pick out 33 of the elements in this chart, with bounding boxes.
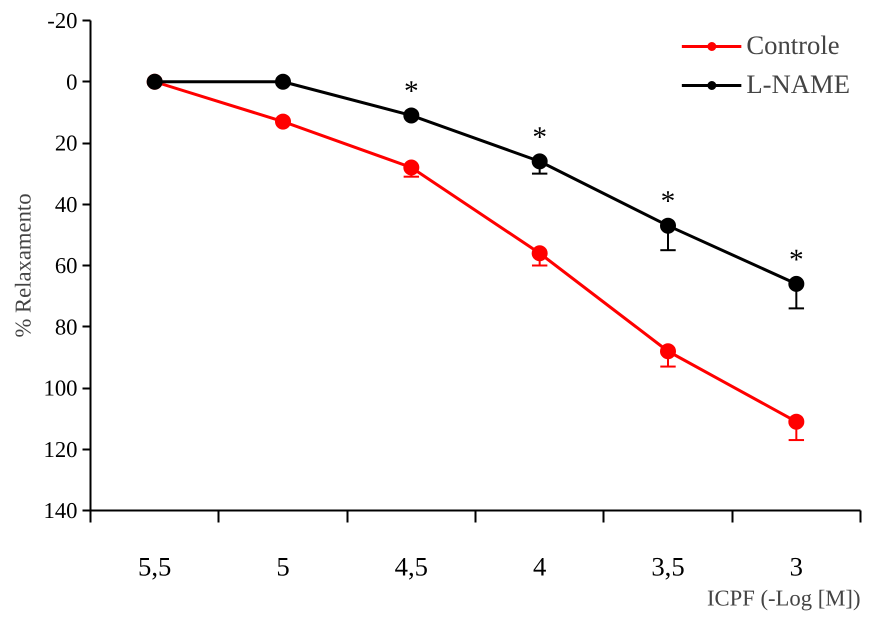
point: [403, 160, 420, 176]
y-tick-label: 60: [54, 253, 78, 278]
annotation: *: [404, 75, 419, 108]
y-tick-label: 20: [54, 130, 78, 156]
x-tick-label: 3: [790, 552, 803, 582]
point: [788, 276, 804, 292]
point: [275, 74, 291, 90]
x-tick-label: 4: [533, 552, 546, 582]
y-tick-label: 140: [44, 498, 78, 523]
x-tick-label: 5: [276, 552, 290, 582]
x-tick-label: 5,5: [138, 552, 172, 582]
y-axis-title: % Relaxamento: [10, 193, 36, 338]
x-axis-title: ICPF (-Log [M]): [706, 586, 861, 610]
x-tick-label: 4,5: [394, 552, 428, 582]
point: [660, 343, 676, 360]
y-tick-label: 120: [44, 436, 78, 462]
annotation: *: [532, 121, 548, 154]
point: [403, 107, 420, 124]
y-tick-label: 80: [54, 314, 78, 340]
y-tick-label: 100: [44, 376, 78, 400]
x-tick-label: 3,5: [651, 552, 685, 582]
legend-label: Controle: [746, 30, 840, 61]
point: [275, 114, 291, 130]
point: [660, 218, 676, 234]
point: [532, 245, 548, 262]
point: [532, 153, 548, 170]
legend-label: L-NAME: [746, 69, 850, 100]
y-tick-label: -20: [47, 8, 78, 33]
annotation: *: [660, 186, 676, 218]
y-tick-label: 40: [54, 192, 78, 217]
point: [788, 414, 804, 430]
y-tick-label: 0: [66, 69, 78, 94]
annotation: *: [789, 244, 804, 276]
